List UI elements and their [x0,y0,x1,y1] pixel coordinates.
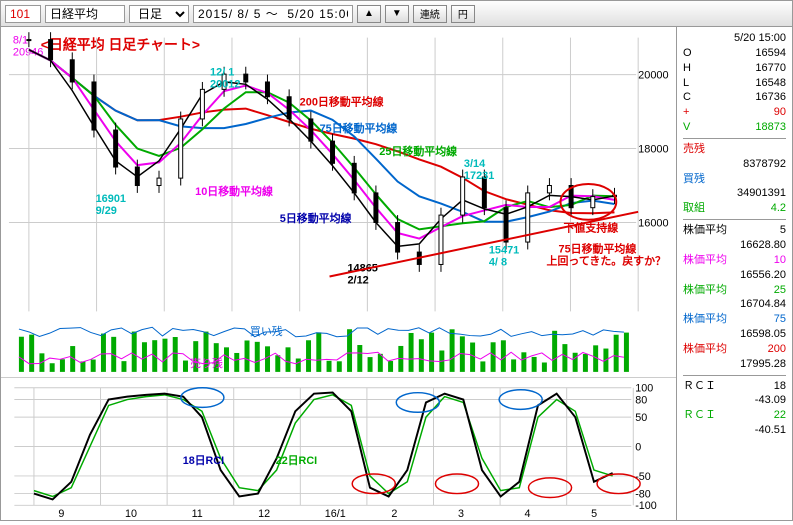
svg-text:16/1: 16/1 [325,508,346,520]
svg-text:75日移動平均線: 75日移動平均線 [559,242,637,256]
svg-text:9: 9 [58,508,64,520]
svg-text:上回ってきた。戻すか？: 上回ってきた。戻すか？ [547,254,666,268]
toolbar: 日足 ▲ ▼ 連続 円 [1,1,792,27]
svg-text:-80: -80 [635,488,651,500]
svg-text:12/ 1: 12/ 1 [210,66,234,78]
svg-text:20946: 20946 [13,47,43,59]
plus-val: 90 [774,105,786,120]
uri-val: 8378792 [743,157,786,172]
svg-text:4/ 8: 4/ 8 [489,257,507,269]
svg-text:<日経平均 日足チャート>: <日経平均 日足チャート> [41,37,200,53]
continuous-button[interactable]: 連続 [413,5,447,23]
datetime: 5/20 15:00 [683,31,786,46]
svg-text:80: 80 [635,394,647,406]
uri-label: 売残 [683,142,786,157]
svg-text:16901: 16901 [96,193,126,205]
name-input[interactable] [45,5,125,23]
vol-label: V [683,120,690,135]
svg-text:100: 100 [635,383,653,395]
up-button[interactable]: ▲ [357,5,381,23]
svg-text:75日移動平均線: 75日移動平均線 [320,121,398,135]
svg-text:18日RCI: 18日RCI [183,455,224,467]
svg-text:0: 0 [635,441,641,453]
svg-text:3: 3 [458,508,464,520]
svg-text:10: 10 [125,508,137,520]
svg-text:50: 50 [635,412,647,424]
vol-val: 18873 [755,120,786,135]
kai-val: 34901391 [737,186,786,201]
svg-text:5: 5 [591,508,597,520]
svg-text:17231: 17231 [464,170,494,182]
rci-chart: 10080 50 0 -50 -80-100 18日RCI 22日RCI 9 10 11 12 16/… [1,377,676,520]
svg-text:下値支持線: 下値支持線 [563,221,618,235]
svg-text:15471: 15471 [489,245,519,257]
svg-text:2: 2 [391,508,397,520]
date-range-input[interactable] [193,5,353,23]
svg-text:16000: 16000 [638,217,668,229]
svg-text:22日RCI: 22日RCI [276,455,317,467]
svg-text:売り残: 売り残 [190,356,223,370]
svg-text:買い残: 買い残 [250,324,283,338]
svg-text:9/29: 9/29 [96,205,117,217]
svg-text:10日移動平均線: 10日移動平均線 [195,184,273,198]
svg-text:8/1: 8/1 [13,35,28,47]
volume-chart: 買い残売り残 [1,317,676,377]
down-button[interactable]: ▼ [385,5,409,23]
yen-button[interactable]: 円 [451,5,475,23]
kumi-label: 取組 [683,201,705,216]
svg-text:18000: 18000 [638,144,668,156]
svg-text:4: 4 [525,508,531,520]
svg-text:20012: 20012 [210,78,240,90]
kai-label: 買残 [683,172,786,187]
sidebar: 5/20 15:00 O16594H16770L16548C16736 +90 … [677,27,792,520]
svg-text:3/14: 3/14 [464,158,486,170]
interval-select[interactable]: 日足 [129,5,189,23]
svg-text:2/12: 2/12 [347,275,368,287]
svg-text:200日移動平均線: 200日移動平均線 [300,94,384,108]
code-input[interactable] [5,5,41,23]
svg-text:-50: -50 [635,471,651,483]
svg-text:25日移動平均線: 25日移動平均線 [379,144,457,158]
svg-text:12: 12 [258,508,270,520]
plus-label: + [683,105,689,120]
svg-text:11: 11 [192,508,203,520]
svg-text:20000: 20000 [638,70,668,82]
svg-text:5日移動平均線: 5日移動平均線 [280,211,352,225]
svg-text:-100: -100 [635,500,657,512]
price-chart: 8/120946<日経平均 日足チャート> 20000 18000 16000 200日… [1,27,676,317]
main-panel: 8/120946<日経平均 日足チャート> 20000 18000 16000 200日… [1,27,677,520]
kumi-val: 4.2 [771,201,786,216]
